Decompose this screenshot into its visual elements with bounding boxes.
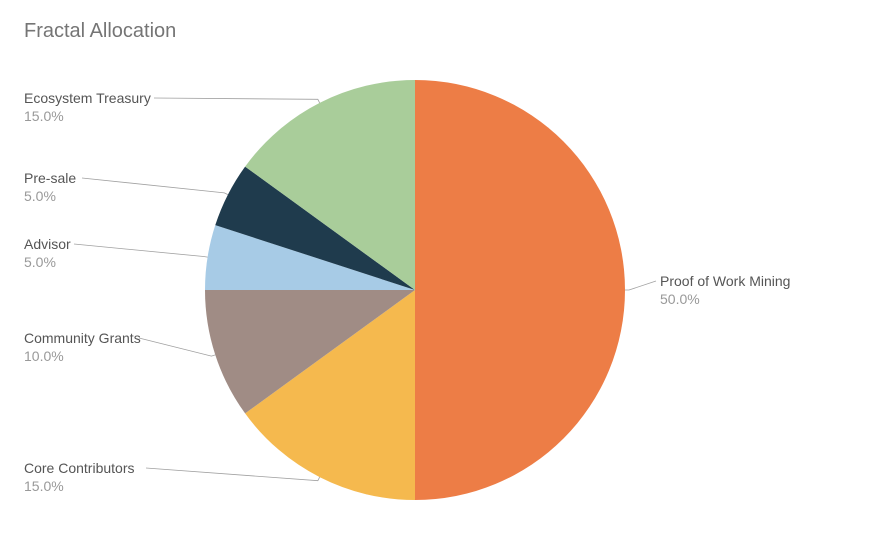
leader-line bbox=[154, 98, 320, 103]
leader-line bbox=[625, 281, 656, 290]
leader-line bbox=[146, 468, 320, 481]
pie-svg bbox=[0, 0, 881, 545]
leader-line bbox=[139, 338, 215, 356]
pie-slice bbox=[415, 80, 625, 500]
leader-line bbox=[74, 244, 208, 257]
pie-chart-container: Fractal Allocation Proof of Work Mining5… bbox=[0, 0, 881, 545]
leader-line bbox=[82, 178, 228, 195]
